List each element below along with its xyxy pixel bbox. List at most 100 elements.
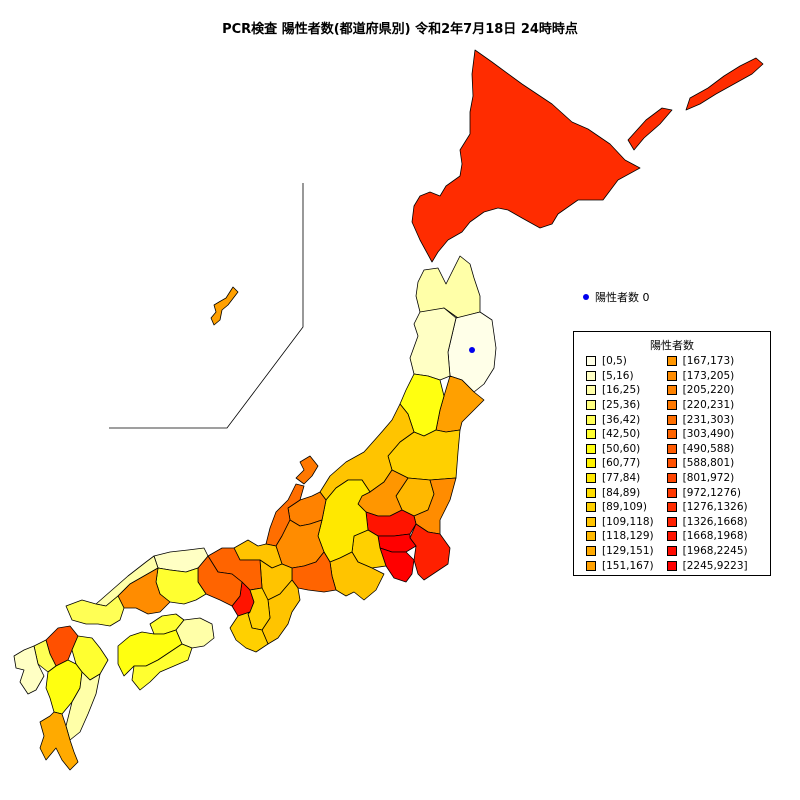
legend-label: [77,84) [602,472,641,485]
pref-kagoshima[interactable] [39,711,79,771]
legend-item: [167,173) [666,354,748,369]
pref-aomori[interactable] [415,255,481,319]
legend-item: [109,118) [586,515,654,530]
legend-item: [36,42) [586,412,654,427]
pref-hokkaido-kuril [627,107,673,151]
legend-label: [0,5) [602,355,627,368]
pref-akita[interactable] [409,307,457,381]
legend-swatch [586,560,596,571]
legend-label: [25,36) [602,399,641,412]
legend-swatch [586,356,596,367]
legend-label: [84,89) [602,486,641,499]
pref-kochi[interactable] [131,643,193,691]
legend-label: [205,220) [682,384,735,397]
okinawa-inset-frame [109,183,304,429]
pref-miyazaki[interactable] [65,671,101,741]
legend-label: [42,50) [602,428,641,441]
legend-swatch [666,516,677,527]
legend-swatch [666,546,677,557]
legend-item: [118,129) [586,529,654,544]
legend-label: [50,60) [602,442,641,455]
legend-item: [173,205) [666,369,748,384]
legend-label: [588,801) [682,457,735,470]
legend-item: [5,16) [586,369,654,384]
legend-item: [60,77) [586,456,654,471]
pref-kanagawa[interactable] [379,547,415,583]
legend-title: 陽性者数 [650,339,694,352]
legend-swatch [666,531,677,542]
legend-label: [2245,9223] [682,559,748,572]
legend-swatch [586,487,596,498]
legend-label: [490,588) [682,442,735,455]
zero-positive-label: 陽性者数 0 [595,291,650,304]
legend-swatch [586,502,596,513]
legend-swatch [586,370,596,381]
legend-item: [972,1276) [666,485,748,500]
legend-swatch [666,400,677,411]
legend-label: [303,490) [682,428,735,441]
legend-swatch [586,385,596,396]
legend-label: [1968,2245) [682,545,748,558]
legend-swatch [666,458,677,469]
pref-wakayama[interactable] [229,611,269,653]
legend-item: [42,50) [586,427,654,442]
zero-positive-marker: 陽性者数 0 [583,289,650,305]
legend-swatch [586,429,596,440]
legend-item: [129,151) [586,544,654,559]
pref-hokkaido-kuril-2 [685,57,764,111]
pref-okinawa[interactable] [210,286,239,326]
legend-label: [1326,1668) [682,515,748,528]
legend-column-1: [0,5) [5,16) [16,25) [25,36) [36,42) [42,50)[… [586,354,654,573]
legend-item: [50,60) [586,442,654,457]
legend-item: [303,490) [666,427,748,442]
legend-column-2: [167,173) [173,205) [205,220) [220,231) [231… [666,354,748,573]
legend-item: [1326,1668) [666,515,748,530]
legend-swatch [666,487,677,498]
legend-swatch [586,516,596,527]
legend-item: [1968,2245) [666,544,748,559]
legend-swatch [586,531,596,542]
legend-item: [231,303) [666,412,748,427]
legend-item: [25,36) [586,398,654,413]
legend-item: [1668,1968) [666,529,748,544]
legend-label: [167,173) [682,355,735,368]
legend-swatch [666,429,677,440]
legend-item: [801,972) [666,471,748,486]
legend-item: [490,588) [666,442,748,457]
legend-swatch [666,502,677,513]
legend-label: [1668,1968) [682,530,748,543]
pref-chiba[interactable] [409,523,451,581]
legend-columns: [0,5) [5,16) [16,25) [25,36) [36,42) [42,50)[… [586,354,748,573]
legend-swatch [666,443,677,454]
legend-swatch [666,414,677,425]
pref-sado[interactable] [295,455,319,485]
legend-label: [801,972) [682,472,735,485]
legend-label: [151,167) [602,559,654,572]
legend-item: [84,89) [586,485,654,500]
legend-swatch [586,443,596,454]
legend-label: [5,16) [602,369,634,382]
pref-nagasaki[interactable] [13,645,45,695]
pref-hiroshima[interactable] [117,567,171,615]
legend-swatch [666,560,677,571]
legend-label: [60,77) [602,457,641,470]
legend-item: [77,84) [586,471,654,486]
legend-item: [1276,1326) [666,500,748,515]
legend-item: [220,231) [666,398,748,413]
legend-label: [16,25) [602,384,641,397]
pref-hokkaido[interactable] [411,49,641,263]
legend-label: [231,303) [682,413,735,426]
legend-swatch [586,473,596,484]
legend-label: [972,1276) [682,486,741,499]
legend-label: [36,42) [602,413,641,426]
legend-swatch [666,370,677,381]
legend-swatch [666,473,677,484]
legend-item: [89,109) [586,500,654,515]
legend-swatch [586,458,596,469]
pref-yamaguchi[interactable] [65,595,125,627]
legend-label: [1276,1326) [682,501,748,514]
legend-label: [89,109) [602,501,647,514]
legend-swatch [586,546,596,557]
legend-label: [118,129) [602,530,654,543]
